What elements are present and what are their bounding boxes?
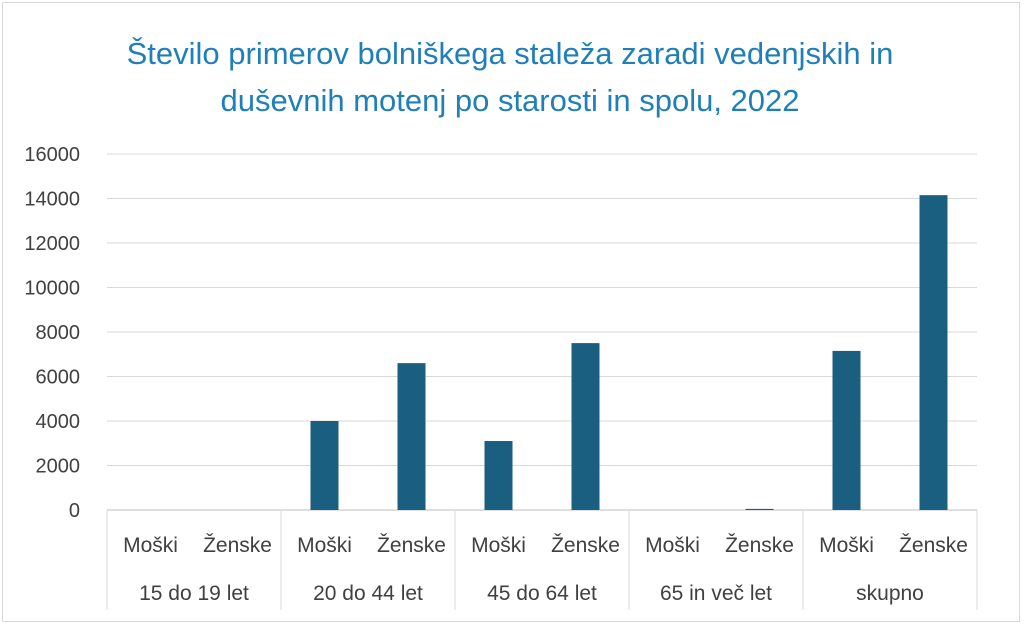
x-group-label: 65 in več let bbox=[660, 582, 772, 605]
bar bbox=[310, 421, 339, 510]
bar bbox=[745, 508, 774, 510]
x-group-label: 45 do 64 let bbox=[487, 582, 597, 605]
x-subcategory-label: Moški bbox=[123, 534, 178, 557]
y-tick-label: 12000 bbox=[24, 233, 80, 255]
x-subcategory-label: Moški bbox=[819, 534, 874, 557]
y-tick-label: 6000 bbox=[36, 367, 81, 389]
y-tick-label: 4000 bbox=[36, 411, 81, 433]
x-subcategory-label: Ženske bbox=[377, 534, 446, 557]
x-group-label: skupno bbox=[856, 582, 924, 605]
x-subcategory-label: Ženske bbox=[203, 534, 272, 557]
y-axis: 0 2000 4000 6000 8000 10000 12000 14000 16000 bbox=[24, 144, 80, 522]
x-subcategory-label: Ženske bbox=[551, 534, 620, 557]
x-group-label: 15 do 19 let bbox=[139, 582, 249, 605]
bar bbox=[919, 195, 948, 510]
x-axis: Moški Ženske 15 do 19 let Moški Ženske 20 do … bbox=[106, 510, 978, 610]
y-tick-label: 14000 bbox=[24, 189, 80, 211]
bar bbox=[484, 441, 513, 510]
x-subcategory-label: Moški bbox=[297, 534, 352, 557]
x-subcategory-label: Moški bbox=[471, 534, 526, 557]
chart-title: Število primerov bolniškega staleža zara… bbox=[126, 36, 894, 118]
gridlines bbox=[107, 153, 977, 511]
x-subcategory-label: Moški bbox=[645, 534, 700, 557]
bar bbox=[397, 363, 426, 510]
y-tick-label: 8000 bbox=[36, 322, 81, 344]
y-tick-label: 10000 bbox=[24, 278, 80, 300]
x-subcategory-label: Ženske bbox=[899, 534, 968, 557]
y-tick-label: 16000 bbox=[24, 144, 80, 166]
x-group-label: 20 do 44 let bbox=[313, 582, 423, 605]
bar bbox=[832, 350, 861, 510]
y-tick-label: 0 bbox=[69, 500, 80, 522]
bar bbox=[571, 343, 600, 510]
y-tick-label: 2000 bbox=[36, 456, 81, 478]
bars bbox=[310, 195, 948, 510]
x-subcategory-label: Ženske bbox=[725, 534, 794, 557]
